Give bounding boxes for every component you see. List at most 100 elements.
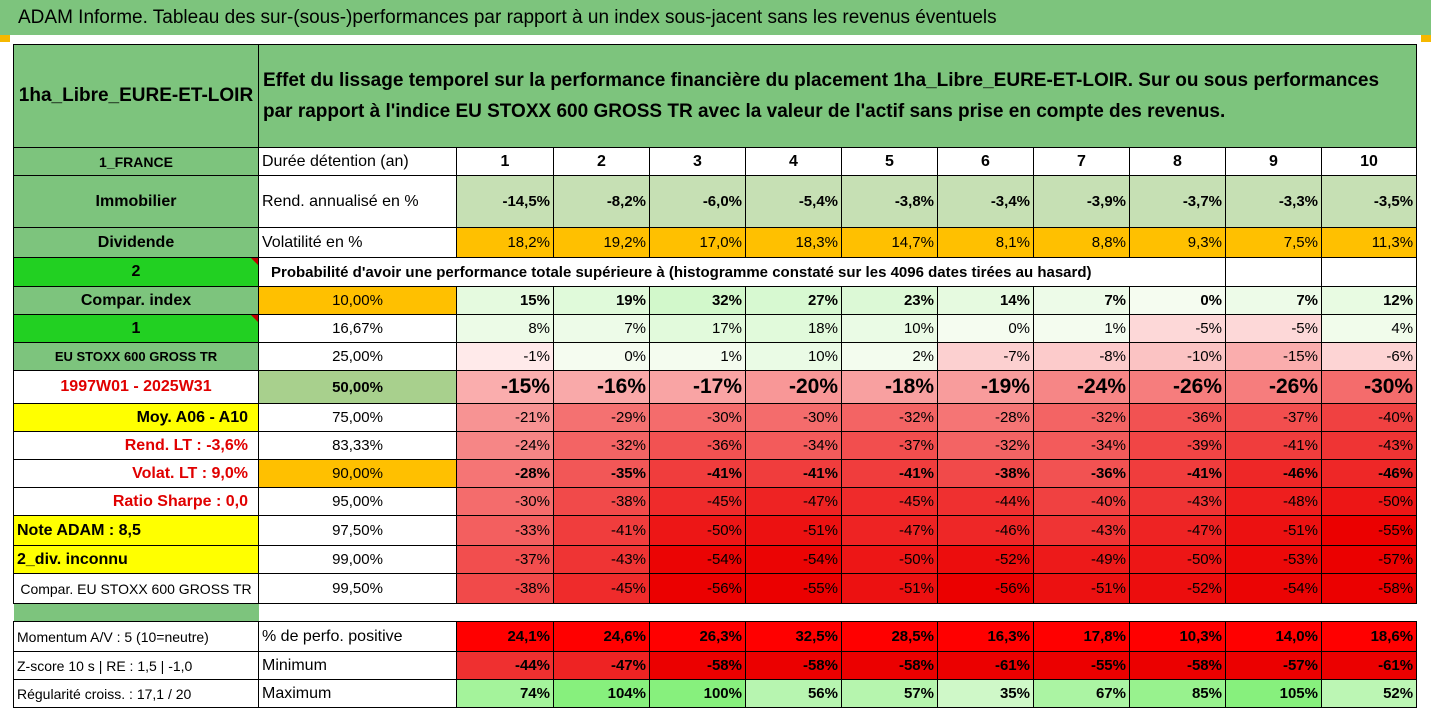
separator-cell bbox=[938, 604, 1034, 622]
report-title: ADAM Informe. Tableau des sur-(sous-)per… bbox=[0, 0, 1431, 35]
stat-name: Maximum bbox=[258, 679, 457, 708]
value-cell: -17% bbox=[649, 370, 746, 404]
side-label: Moy. A06 - A10 bbox=[13, 403, 259, 432]
separator-cell bbox=[1322, 604, 1417, 622]
value-cell: -37% bbox=[1225, 403, 1322, 432]
value-cell: -21% bbox=[456, 403, 554, 432]
value-cell: -45% bbox=[649, 487, 746, 516]
value-cell: 14% bbox=[937, 286, 1034, 315]
value-cell: -55% bbox=[745, 573, 842, 604]
rend-cell: -8,2% bbox=[553, 175, 650, 228]
stat-cell: 100% bbox=[649, 679, 746, 708]
stat-cell: 56% bbox=[745, 679, 842, 708]
value-cell: -32% bbox=[937, 431, 1034, 460]
separator-cell bbox=[457, 604, 554, 622]
rank-label: 2 bbox=[13, 257, 259, 287]
rend-row: Immobilier Rend. annualisé en % -14,5% -8,2… bbox=[13, 175, 1418, 228]
value-cell: -54% bbox=[1225, 573, 1322, 604]
year-cell: 2 bbox=[553, 147, 650, 176]
value-cell: -38% bbox=[456, 573, 554, 604]
value-cell: -43% bbox=[553, 545, 650, 574]
separator-cell bbox=[650, 604, 746, 622]
value-cell: 27% bbox=[745, 286, 842, 315]
value-cell: -48% bbox=[1225, 487, 1322, 516]
value-cell: -41% bbox=[841, 459, 938, 488]
stat-cell: -57% bbox=[1225, 651, 1322, 680]
pct-row: EU STOXX 600 GROSS TR 25,00% -1% 0% 1% 10% 2% -… bbox=[13, 342, 1418, 371]
stat-cell: 24,1% bbox=[456, 621, 554, 652]
separator-cell bbox=[1226, 604, 1322, 622]
value-cell: -51% bbox=[1033, 573, 1130, 604]
value-cell: -33% bbox=[456, 515, 554, 546]
value-cell: 7% bbox=[1033, 286, 1130, 315]
percentile-cell: 83,33% bbox=[258, 431, 457, 460]
percentile-cell: 16,67% bbox=[258, 314, 457, 343]
value-cell: -50% bbox=[649, 515, 746, 546]
percentile-cell: 99,00% bbox=[258, 545, 457, 574]
year-cell: 1 bbox=[456, 147, 554, 176]
value-cell: 8% bbox=[456, 314, 554, 343]
prob-label: Probabilité d'avoir une performance tota… bbox=[258, 257, 1226, 287]
value-cell: -10% bbox=[1129, 342, 1226, 371]
value-cell: -43% bbox=[1033, 515, 1130, 546]
value-cell: 0% bbox=[1129, 286, 1226, 315]
stat-cell: 105% bbox=[1225, 679, 1322, 708]
stat-cell: 14,0% bbox=[1225, 621, 1322, 652]
prob-row: 2 Probabilité d'avoir une performance tot… bbox=[13, 257, 1418, 287]
separator-cell bbox=[1034, 604, 1130, 622]
rend-cell: -5,4% bbox=[745, 175, 842, 228]
value-cell: 1% bbox=[649, 342, 746, 371]
stat-cell: -58% bbox=[841, 651, 938, 680]
stat-cell: 18,6% bbox=[1320, 621, 1418, 652]
value-cell: 18% bbox=[745, 314, 842, 343]
value-cell: -57% bbox=[1320, 545, 1418, 574]
value-cell: -30% bbox=[456, 487, 554, 516]
value-cell: -47% bbox=[841, 515, 938, 546]
value-cell: -18% bbox=[841, 370, 938, 404]
year-cell: 8 bbox=[1129, 147, 1226, 176]
side-label: Compar. index bbox=[13, 286, 259, 315]
stat-cell: 104% bbox=[553, 679, 650, 708]
value-cell: 2% bbox=[841, 342, 938, 371]
value-cell: -53% bbox=[1225, 545, 1322, 574]
value-cell: -37% bbox=[841, 431, 938, 460]
value-cell: -41% bbox=[649, 459, 746, 488]
vol-cell: 19,2% bbox=[553, 227, 650, 258]
value-cell: -28% bbox=[456, 459, 554, 488]
pct-row: Compar. index 10,00% 15% 19% 32% 27% 23% 14% 7% 0… bbox=[13, 286, 1418, 315]
stats-row: Z-score 10 s | RE : 1,5 | -1,0 Minimum -44… bbox=[13, 651, 1418, 680]
value-cell: -32% bbox=[841, 403, 938, 432]
value-cell: -34% bbox=[1033, 431, 1130, 460]
stat-cell: 10,3% bbox=[1129, 621, 1226, 652]
value-cell: -19% bbox=[937, 370, 1034, 404]
vol-cell: 18,2% bbox=[456, 227, 554, 258]
value-cell: -47% bbox=[745, 487, 842, 516]
separator-cell bbox=[842, 604, 938, 622]
year-cell: 9 bbox=[1225, 147, 1322, 176]
value-cell: -20% bbox=[745, 370, 842, 404]
performance-table: 1ha_Libre_EURE-ET-LOIR Effet du lissage t… bbox=[13, 44, 1418, 708]
value-cell: 32% bbox=[649, 286, 746, 315]
value-cell: -24% bbox=[1033, 370, 1130, 404]
row-label: Volatilité en % bbox=[258, 227, 457, 258]
stat-cell: -58% bbox=[649, 651, 746, 680]
asset-name: 1ha_Libre_EURE-ET-LOIR bbox=[13, 44, 259, 148]
category-label: Immobilier bbox=[13, 175, 259, 228]
percentile-cell: 95,00% bbox=[258, 487, 457, 516]
percentile-cell: 99,50% bbox=[258, 573, 457, 604]
value-cell: -54% bbox=[649, 545, 746, 574]
value-cell: -7% bbox=[937, 342, 1034, 371]
stat-cell: -58% bbox=[1129, 651, 1226, 680]
years-row: 1_FRANCE Durée détention (an) 1 2 3 4 5 6 7 8 9 10 bbox=[13, 147, 1418, 176]
value-cell: 12% bbox=[1320, 286, 1418, 315]
separator-row bbox=[13, 603, 1417, 622]
stat-cell: -55% bbox=[1033, 651, 1130, 680]
value-cell: -51% bbox=[1225, 515, 1322, 546]
value-cell: -15% bbox=[1225, 342, 1322, 371]
side-label: 1 bbox=[13, 314, 259, 343]
description: Effet du lissage temporel sur la perform… bbox=[257, 44, 1418, 148]
stat-cell: 57% bbox=[841, 679, 938, 708]
pct-row: Volat. LT : 9,0% 90,00% -28% -35% -41% -41% -4… bbox=[13, 459, 1418, 488]
stat-cell: 67% bbox=[1033, 679, 1130, 708]
value-cell: -36% bbox=[649, 431, 746, 460]
